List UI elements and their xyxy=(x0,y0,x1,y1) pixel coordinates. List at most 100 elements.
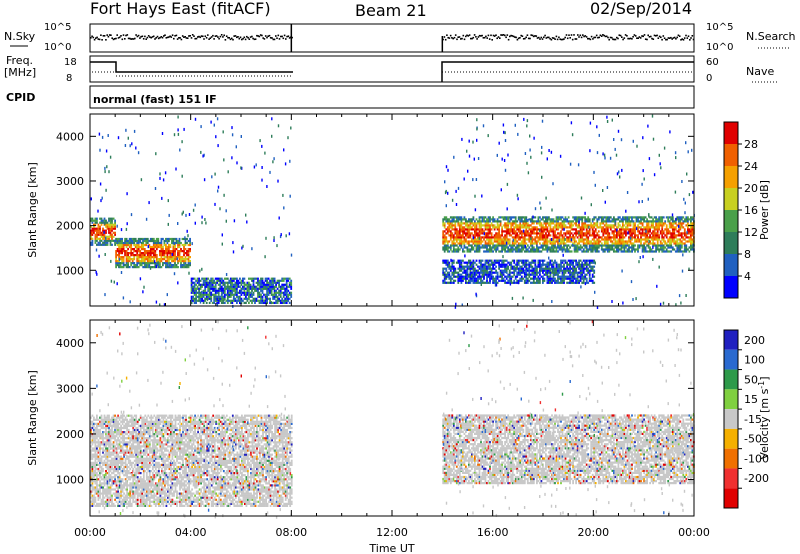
range-cell xyxy=(499,244,502,247)
range-cell xyxy=(596,222,599,225)
range-cell xyxy=(484,265,487,268)
range-cell xyxy=(496,220,499,223)
range-cell xyxy=(174,258,176,261)
range-cell xyxy=(252,287,255,290)
range-cell xyxy=(569,222,571,225)
range-cell xyxy=(451,267,454,270)
range-cell xyxy=(457,216,460,219)
range-cell xyxy=(609,244,612,247)
range-cell xyxy=(658,224,661,227)
range-cell xyxy=(219,287,222,290)
range-cell xyxy=(449,265,452,268)
noise-sample xyxy=(252,37,254,40)
range-cell xyxy=(593,271,596,274)
frequency-label: Freq. xyxy=(6,54,33,67)
range-cell xyxy=(505,230,508,233)
range-cell xyxy=(106,227,109,230)
range-cell xyxy=(166,239,169,243)
range-cell xyxy=(563,281,565,284)
range-cell xyxy=(525,246,528,249)
range-cell xyxy=(644,232,647,235)
range-cell xyxy=(114,227,116,230)
range-cell xyxy=(486,277,488,280)
range-cell xyxy=(671,228,674,231)
range-cell xyxy=(451,259,454,262)
range-cell xyxy=(474,236,476,239)
range-cell xyxy=(637,230,639,233)
range-cell xyxy=(515,266,517,270)
range-cell xyxy=(626,242,629,245)
range-cell xyxy=(214,299,217,302)
range-cell xyxy=(502,230,505,233)
range-cell xyxy=(127,266,129,269)
range-cell xyxy=(517,242,520,245)
range-cell xyxy=(193,287,196,290)
range-cell xyxy=(97,243,100,246)
range-cell xyxy=(649,246,651,249)
range-cell xyxy=(167,199,169,203)
range-cell xyxy=(146,266,149,269)
range-cell xyxy=(483,271,485,274)
range-cell xyxy=(534,232,537,235)
range-cell xyxy=(139,264,142,267)
range-cell xyxy=(617,250,620,253)
range-cell xyxy=(103,237,106,240)
range-cell xyxy=(621,168,623,172)
range-cell xyxy=(478,246,481,249)
range-cell xyxy=(267,277,270,280)
range-cell xyxy=(523,220,526,223)
range-cell xyxy=(457,224,460,227)
range-cell xyxy=(656,220,659,223)
range-cell xyxy=(288,285,291,288)
range-cell xyxy=(643,248,645,251)
range-cell xyxy=(112,231,115,234)
range-cell xyxy=(525,232,528,235)
range-cell xyxy=(91,219,94,222)
range-cell xyxy=(487,236,490,239)
range-cell xyxy=(195,295,197,298)
range-cell xyxy=(620,244,623,247)
range-cell xyxy=(519,271,522,274)
range-cell xyxy=(507,281,510,284)
range-cell xyxy=(588,225,590,229)
range-cell xyxy=(579,240,582,243)
range-cell xyxy=(505,234,508,237)
range-cell xyxy=(585,220,588,223)
range-cell xyxy=(569,246,571,249)
range-cell xyxy=(93,225,95,228)
range-cell xyxy=(146,250,149,253)
range-cell xyxy=(661,222,664,225)
range-cell xyxy=(278,283,280,286)
range-cell xyxy=(546,230,549,233)
range-cell xyxy=(458,275,461,278)
range-cell xyxy=(507,261,510,264)
range-cell xyxy=(514,232,517,235)
noise-sample xyxy=(224,39,227,41)
range-cell xyxy=(251,299,253,302)
range-cell xyxy=(478,222,481,225)
range-cell xyxy=(505,232,508,235)
range-cell xyxy=(585,228,588,231)
range-cell xyxy=(540,232,543,235)
range-cell xyxy=(466,240,469,243)
range-cell xyxy=(567,250,570,253)
range-cell xyxy=(594,228,597,231)
range-cell xyxy=(555,220,558,223)
range-cell xyxy=(122,250,125,253)
range-cell xyxy=(511,275,514,278)
range-cell xyxy=(581,230,584,233)
range-cell xyxy=(664,220,667,223)
range-cell xyxy=(481,265,484,268)
range-cell xyxy=(519,224,522,227)
range-cell xyxy=(125,256,128,259)
range-cell xyxy=(552,275,555,278)
frequency-panel: Freq. [MHz] 18 8 60 0 Nave xyxy=(4,54,778,84)
range-cell xyxy=(246,283,249,286)
range-cell xyxy=(495,248,497,251)
range-cell xyxy=(121,241,123,245)
range-cell xyxy=(566,246,568,249)
range-cell xyxy=(192,291,194,294)
noise-sample xyxy=(180,38,183,41)
range-cell xyxy=(528,228,531,231)
range-cell xyxy=(499,275,502,278)
